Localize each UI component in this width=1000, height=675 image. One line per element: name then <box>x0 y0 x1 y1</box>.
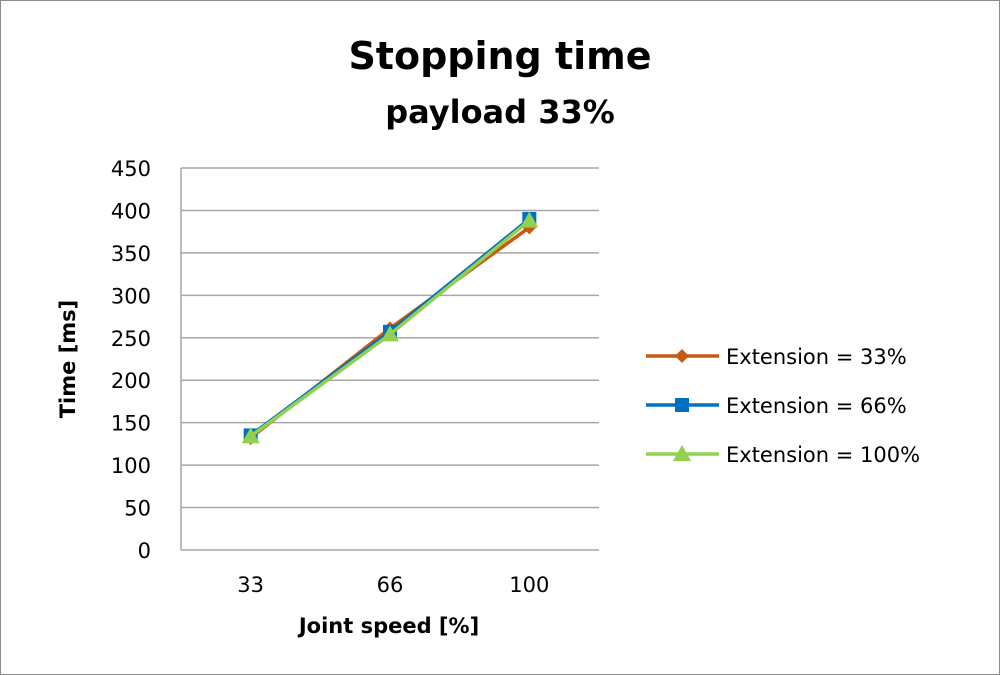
diamond-marker <box>675 349 689 363</box>
x-tick-label: 33 <box>237 573 264 597</box>
chart-subtitle: payload 33% <box>385 93 615 131</box>
square-marker <box>675 398 689 412</box>
legend-item: Extension = 100% <box>646 443 920 467</box>
x-axis-label: Joint speed [%] <box>297 614 479 638</box>
legend-label: Extension = 100% <box>726 443 920 467</box>
y-tick-label: 50 <box>124 497 151 521</box>
y-tick-label: 150 <box>111 412 151 436</box>
y-tick-label: 350 <box>111 242 151 266</box>
y-tick-label: 200 <box>111 369 151 393</box>
chart-title: Stopping time <box>348 34 651 78</box>
x-tick-label: 100 <box>509 573 549 597</box>
triangle-marker <box>241 427 260 444</box>
y-axis-label: Time [ms] <box>56 300 80 419</box>
y-tick-label: 400 <box>111 199 151 223</box>
legend-label: Extension = 66% <box>726 394 907 418</box>
triangle-marker <box>381 325 399 342</box>
y-tick-label: 100 <box>111 454 151 478</box>
triangle-marker <box>520 211 539 228</box>
legend-item: Extension = 33% <box>646 345 907 369</box>
triangle-marker <box>673 445 691 461</box>
y-tick-label: 250 <box>111 327 151 351</box>
legend-label: Extension = 33% <box>726 345 907 369</box>
y-tick-label: 450 <box>111 157 151 181</box>
y-tick-label: 0 <box>138 539 151 563</box>
x-tick-label: 66 <box>377 573 404 597</box>
y-tick-label: 300 <box>111 284 151 308</box>
legend-item: Extension = 66% <box>646 394 907 418</box>
series-3 <box>241 211 539 444</box>
